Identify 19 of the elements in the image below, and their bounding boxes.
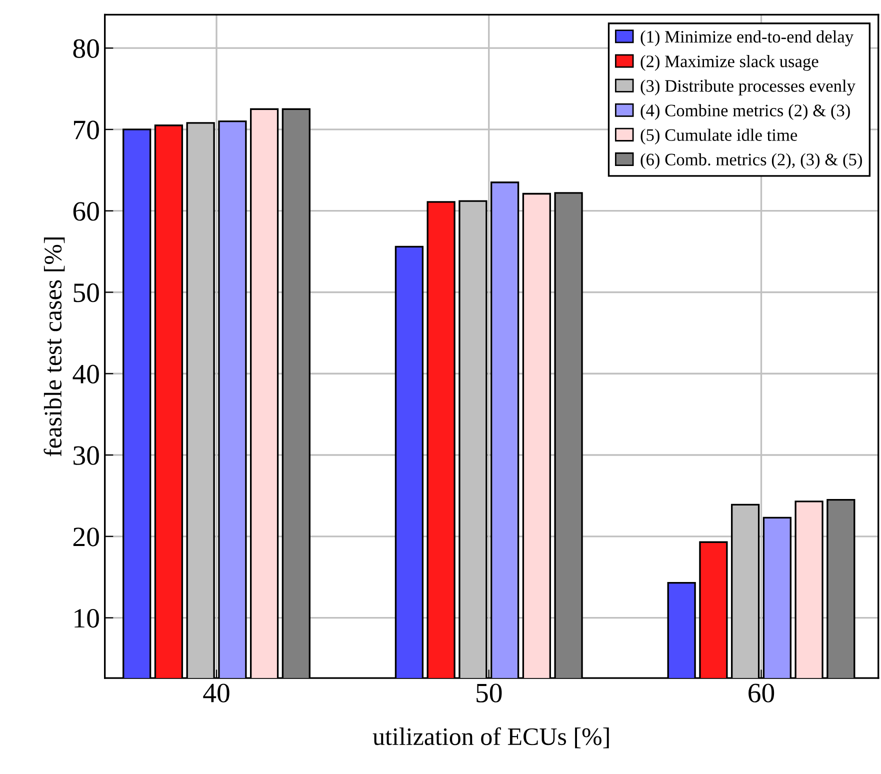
- legend-label: (6) Comb. metrics (2), (3) & (5): [640, 153, 862, 169]
- y-tick-label: 30: [74, 446, 99, 465]
- y-tick-label: 80: [73, 39, 99, 58]
- legend-label: (2) Maximize slack usage: [640, 55, 818, 71]
- legend-label: (1) Minimize end-to-end delay: [640, 30, 854, 46]
- y-tick-label: 10: [74, 608, 99, 628]
- legend-label: (3) Distribute processes evenly: [640, 80, 856, 96]
- legend-label: (4) Combine metrics (2) & (3): [640, 104, 850, 120]
- y-tick-label: 40: [72, 364, 99, 384]
- y-tick-label: 60: [73, 202, 99, 221]
- y-tick-label: 50: [74, 283, 99, 302]
- x-tick-label: 40: [203, 684, 230, 702]
- y-tick-label: 20: [73, 528, 99, 546]
- x-tick-label: 50: [476, 684, 502, 702]
- y-axis-title: feasible test cases [%]: [44, 238, 65, 456]
- x-axis-title: utilization of ECUs [%]: [372, 727, 609, 748]
- y-tick-label: 70: [74, 120, 99, 140]
- x-tick-label: 60: [748, 684, 774, 702]
- legend-label: (5) Cumulate idle time: [640, 128, 798, 144]
